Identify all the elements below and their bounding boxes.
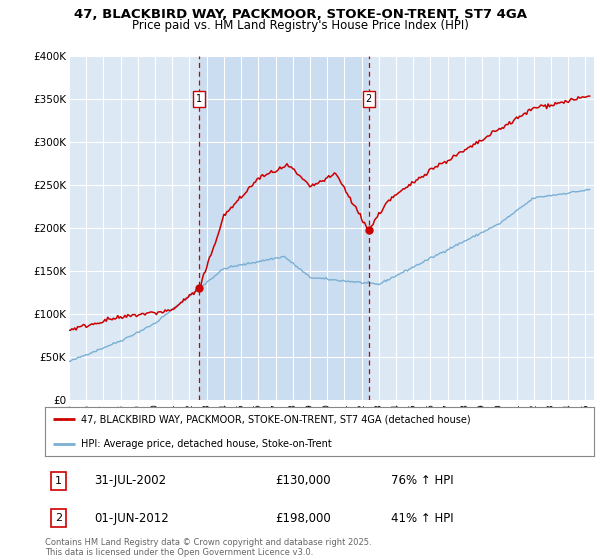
Text: 41% ↑ HPI: 41% ↑ HPI — [391, 512, 454, 525]
Text: 1: 1 — [196, 94, 203, 104]
Text: 31-JUL-2002: 31-JUL-2002 — [94, 474, 167, 487]
Text: 01-JUN-2012: 01-JUN-2012 — [94, 512, 169, 525]
Text: 47, BLACKBIRD WAY, PACKMOOR, STOKE-ON-TRENT, ST7 4GA (detached house): 47, BLACKBIRD WAY, PACKMOOR, STOKE-ON-TR… — [80, 414, 470, 424]
Text: 76% ↑ HPI: 76% ↑ HPI — [391, 474, 454, 487]
Text: Contains HM Land Registry data © Crown copyright and database right 2025.
This d: Contains HM Land Registry data © Crown c… — [45, 538, 371, 557]
Text: 2: 2 — [55, 514, 62, 523]
Text: HPI: Average price, detached house, Stoke-on-Trent: HPI: Average price, detached house, Stok… — [80, 439, 331, 449]
Text: 47, BLACKBIRD WAY, PACKMOOR, STOKE-ON-TRENT, ST7 4GA: 47, BLACKBIRD WAY, PACKMOOR, STOKE-ON-TR… — [74, 8, 527, 21]
Text: £130,000: £130,000 — [275, 474, 331, 487]
Bar — [199, 56, 369, 400]
Text: 1: 1 — [55, 476, 62, 486]
Text: Price paid vs. HM Land Registry's House Price Index (HPI): Price paid vs. HM Land Registry's House … — [131, 19, 469, 32]
Text: 2: 2 — [366, 94, 372, 104]
Text: £198,000: £198,000 — [275, 512, 331, 525]
